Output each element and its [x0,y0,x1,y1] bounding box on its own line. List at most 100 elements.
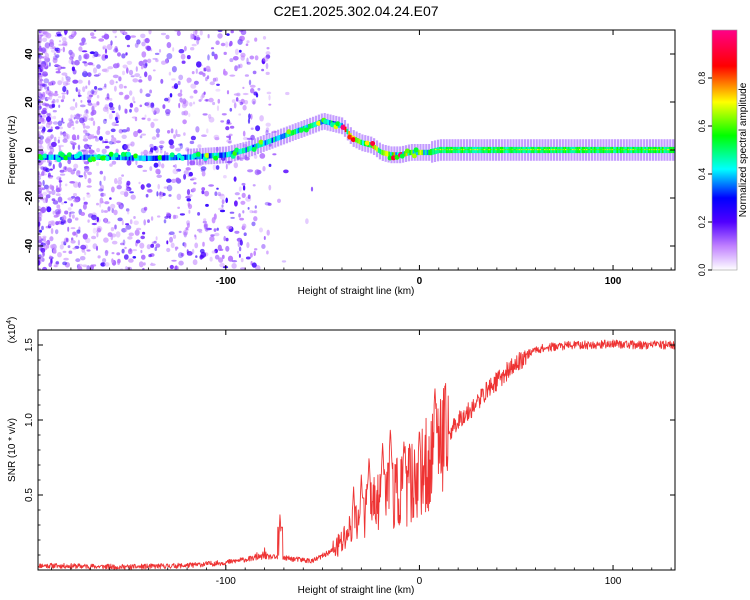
noise-speck [140,65,144,70]
noise-speck [49,236,54,242]
noise-speck [69,106,76,111]
noise-speck [114,35,117,39]
noise-speck [149,166,153,172]
ridge-center [490,149,493,151]
noise-speck [193,182,197,185]
noise-speck [86,95,92,100]
noise-speck [50,220,54,225]
noise-speck [72,79,79,84]
noise-speck [205,65,211,72]
noise-speck [98,136,103,141]
noise-speck [115,231,121,238]
noise-speck [187,194,193,198]
noise-speck [261,58,266,65]
ridge-cell [166,155,169,161]
noise-speck [198,231,203,234]
noise-speck [255,125,261,132]
ridge-cell [132,155,134,161]
noise-speck [147,219,150,224]
ridge-center [662,149,665,151]
noise-speck [265,51,271,56]
noise-speck [237,38,243,45]
ridge-cell [240,148,242,154]
noise-speck [153,110,157,115]
ridge-center [613,149,616,151]
noise-speck [72,231,77,236]
noise-speck [47,175,54,179]
ridge-center [488,149,490,151]
noise-speck [146,45,152,52]
ridge-cell [219,152,221,158]
noise-speck [46,116,51,122]
noise-speck [69,181,76,184]
noise-speck [87,171,92,176]
noise-speck [38,193,44,200]
ridge-cell [215,152,218,159]
noise-speck [133,220,139,226]
ridge-cell [72,154,75,160]
noise-speck [100,262,106,267]
noise-speck [239,36,243,42]
noise-speck [110,227,115,232]
spectrogram-panel: -100 0 100 -40 -20 0 20 40 Height of straight … [7,29,676,297]
noise-speck [265,54,271,59]
ridge-cell [83,154,86,160]
ridge-blob [204,152,210,158]
ridge-cell [262,140,265,147]
noise-speck [129,102,134,108]
noise-speck [95,137,99,142]
noise-speck [41,257,45,262]
ridge-blob [286,129,292,135]
noise-speck [185,167,191,171]
noise-speck [102,258,107,263]
noise-speck [178,230,182,234]
noise-speck [194,234,197,238]
noise-speck [124,188,130,192]
noise-speck [65,238,69,242]
noise-speck [66,79,71,83]
noise-speck [87,213,94,218]
noise-speck [231,99,236,103]
ridge-center [648,149,651,151]
noise-speck [178,74,184,81]
noise-speck [62,81,69,87]
noise-speck [44,103,50,107]
noise-speck [217,33,223,39]
noise-speck [238,246,242,252]
noise-speck [216,105,220,112]
ridge-cell [447,146,450,154]
snr-scale-label: (x104) [6,317,18,344]
ridge-center [606,149,609,151]
noise-speck [91,36,97,39]
colorbar-frame [711,29,738,271]
noise-speck [42,197,48,204]
noise-speck [221,113,227,116]
noise-speck [191,71,195,75]
noise-speck [174,164,177,169]
noise-speck [50,126,53,130]
noise-speck [185,195,191,199]
ridge-cell [241,148,244,154]
ridge-center [511,149,514,151]
noise-speck [247,194,251,200]
noise-speck [40,34,44,37]
noise-speck [77,239,80,246]
ridge-cell [119,154,122,161]
ridge-cell [156,155,159,161]
noise-speck [228,133,233,137]
noise-speck [79,117,85,124]
noise-speck [69,56,72,61]
noise-speck [140,151,144,155]
colorbar: 0.0 0.2 0.4 0.6 0.8 Normalized spectral ampl… [697,29,749,276]
noise-speck [82,61,87,64]
noise-speck [247,118,251,124]
noise-speck [239,63,243,69]
ridge-blob [399,153,405,159]
noise-speck [164,216,169,219]
noise-speck [251,221,256,227]
noise-speck [97,255,101,259]
noise-speck [73,168,77,172]
ridge-cell [421,149,424,156]
noise-speck [132,96,135,102]
colorbar-label: Normalized spectral amplitude [738,82,749,217]
